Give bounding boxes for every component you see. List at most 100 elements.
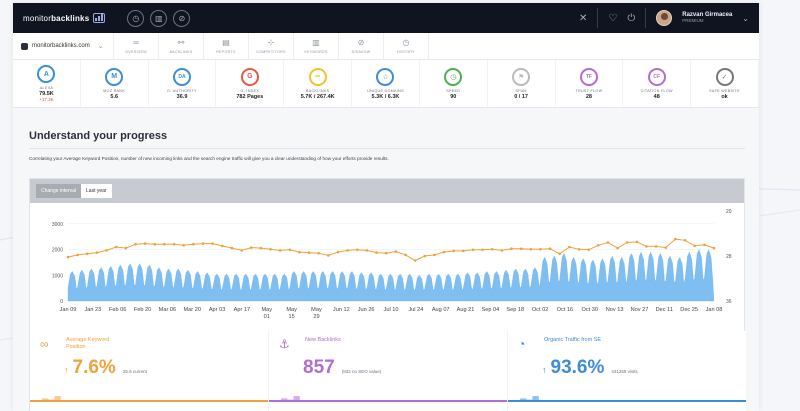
clock-icon: ◷ — [402, 37, 410, 47]
stats-icon[interactable]: ▥ — [150, 9, 168, 27]
heart-icon[interactable]: ♡ — [608, 12, 618, 24]
keyword-position-point — [616, 246, 619, 250]
metric-moz-rank[interactable]: M MOZ RANK 5.6 — [81, 60, 149, 107]
stat-organic-traffic: ◔ Organic Traffic from SE ↑ 93.6% 431255… — [507, 331, 746, 411]
keyword-position-point — [654, 245, 658, 248]
x-tick-label: Jul 24 — [408, 307, 423, 313]
metric-speed[interactable]: ◷ SPEED 90 — [420, 60, 488, 107]
keyword-position-point — [327, 254, 330, 257]
user-menu[interactable]: Razvan Girmacea PREMIUM — [682, 12, 732, 24]
left-tick-label: 0 — [60, 299, 63, 305]
metrics-row: A ALEXA 79.5K +17.3K M MOZ RANK 5.6 DA D.… — [13, 60, 759, 108]
metric-ring-icon: CF — [647, 67, 666, 86]
metric-label: TRUST FLOW — [575, 88, 603, 93]
document-icon: ▤ — [222, 37, 230, 47]
keyword-position-point — [404, 253, 407, 257]
x-tick-label: Jun 26 — [358, 307, 375, 313]
mini-bars-icon: ▁▃▂▅ — [275, 393, 300, 402]
metric-value: 79.5K — [39, 91, 54, 97]
avatar[interactable] — [656, 10, 673, 26]
tab-keywords[interactable]: ▥ KEYWORDS — [294, 33, 339, 59]
metric-safe-website[interactable]: ✓ SAFE WEBSITE ok — [691, 60, 759, 107]
metric-value: 5.6 — [110, 93, 119, 100]
metric-backlinks[interactable]: ∞ BACKLINKS 5.7K / 267.4K — [284, 60, 353, 107]
metric-label: G. INDEX — [240, 88, 260, 93]
tab-reports[interactable]: ▤ REPORTS — [204, 33, 249, 59]
x-tick-label: Jan 23 — [84, 307, 101, 313]
keyword-position-point — [259, 246, 263, 250]
tab-competitors[interactable]: ⊹ COMPETITORS — [249, 33, 294, 59]
logo-chart-icon — [93, 13, 106, 23]
keyword-position-point — [500, 249, 504, 252]
x-tick-label: Nov 13 — [606, 307, 624, 313]
metric-value: 90 — [450, 93, 457, 100]
stat-value: 7.6% — [72, 357, 116, 378]
mini-bars-icon: ▁▃▂▅ — [514, 393, 539, 402]
summary-stats: ∞ Average Keyword Position ↑ 7.6% 25.6 c… — [30, 331, 746, 411]
mini-bars-icon: ▁▃▂▅ — [36, 393, 61, 402]
stat-title: Organic Traffic from SE — [544, 337, 602, 343]
metric-unique-domains[interactable]: ☆ UNIQUE DOMAINS 5.3K / 6.3K — [352, 60, 420, 107]
keyword-position-point — [462, 249, 465, 253]
logo[interactable]: monitor backlinks — [23, 13, 106, 23]
keyword-position-point — [712, 246, 716, 250]
keyword-position-point — [577, 248, 581, 251]
metric-g-index[interactable]: G G. INDEX 782 Pages — [216, 60, 285, 107]
keyword-position-point — [114, 245, 118, 249]
x-tick-label: Dec 11 — [656, 307, 673, 313]
x-tick-label: Jul 10 — [384, 307, 399, 313]
tools-icon[interactable]: ✕ — [578, 12, 588, 24]
x-tick-label: Feb 20 — [134, 307, 151, 313]
progress-chart: 3000 2000 1000 0 20 28 36 Jan 09 Jan 23 Feb 06 Feb… — [52, 209, 732, 320]
keyword-position-point — [298, 250, 301, 254]
keyword-position-point — [356, 248, 359, 252]
metric-value: ok — [721, 93, 728, 100]
metric-spam[interactable]: ⚑ SPAM 0 / 17 — [488, 60, 556, 107]
x-tick-label: Mar 06 — [159, 307, 176, 313]
keyword-position-point — [625, 241, 629, 244]
compass-icon: ⊹ — [267, 37, 275, 47]
keyword-position-point — [288, 248, 292, 252]
metric-trust-flow[interactable]: TF TRUST FLOW 28 — [556, 60, 624, 107]
x-tick-label: Mar 20 — [184, 307, 201, 313]
dashboard-icon[interactable]: ◷ — [127, 9, 145, 27]
tab-history[interactable]: ◷ HISTORY — [384, 33, 429, 59]
anchor-icon: ⚓ — [279, 337, 290, 351]
keyword-position-point — [568, 245, 571, 249]
metric-alexa[interactable]: A ALEXA 79.5K +17.3K — [13, 60, 81, 107]
logo-text-bold: backlinks — [51, 13, 90, 23]
site-name: monitorbacklinks.com — [32, 43, 90, 49]
x-tick-label: May — [286, 307, 297, 313]
stat-underline — [508, 400, 746, 402]
metric-citation-flow[interactable]: CF CITATION FLOW 48 — [623, 60, 692, 107]
metric-ring-icon: G — [240, 67, 259, 86]
metric-value: 0 / 17 — [514, 93, 528, 100]
keyword-position-point — [66, 255, 70, 259]
app-window: monitor backlinks ◷ ▥ ⊘ ✕ ♡ ⏻ Razvan Girm… — [13, 3, 759, 411]
metric-d-authority[interactable]: DA D. AUTHORITY 36.9 — [149, 60, 217, 107]
tab-backlinks[interactable]: ⚯ BACKLINKS — [159, 33, 204, 59]
site-selector[interactable]: monitorbacklinks.com ⌄ — [13, 33, 114, 59]
tab-disavow[interactable]: ⊘ DISAVOW — [339, 33, 384, 59]
keyword-position-point — [153, 242, 157, 246]
change-interval-button[interactable]: Change interval — [36, 184, 82, 198]
metric-value: 5.7K / 267.4K — [300, 93, 335, 100]
bars-icon: ▥ — [312, 37, 320, 47]
right-tick-label: 28 — [726, 254, 732, 260]
keyword-position-point — [539, 248, 542, 251]
last-year-button[interactable]: Last year — [81, 184, 112, 198]
main-panel: Understand your progress Correlating you… — [13, 108, 759, 411]
link-tool-icon[interactable]: ⊘ — [173, 9, 191, 27]
x-tick-label-day: 29 — [313, 314, 319, 320]
tab-overview[interactable]: ∞ OVERVIEW — [114, 33, 159, 59]
left-tick-label: 1000 — [52, 273, 63, 279]
page-title: Understand your progress — [29, 130, 168, 142]
metric-label: UNIQUE DOMAINS — [367, 88, 404, 93]
sub-navigation: monitorbacklinks.com ⌄ ∞ OVERVIEW ⚯ BACKLI… — [13, 33, 759, 60]
power-icon[interactable]: ⏻ — [627, 12, 636, 24]
keyword-position-point — [693, 244, 696, 248]
keyword-position-point — [192, 242, 195, 246]
metric-change: +17.3K — [39, 97, 54, 102]
chevron-down-icon[interactable]: ⌄ — [742, 13, 749, 23]
stat-avg-position: ∞ Average Keyword Position ↑ 7.6% 25.6 c… — [30, 331, 268, 411]
